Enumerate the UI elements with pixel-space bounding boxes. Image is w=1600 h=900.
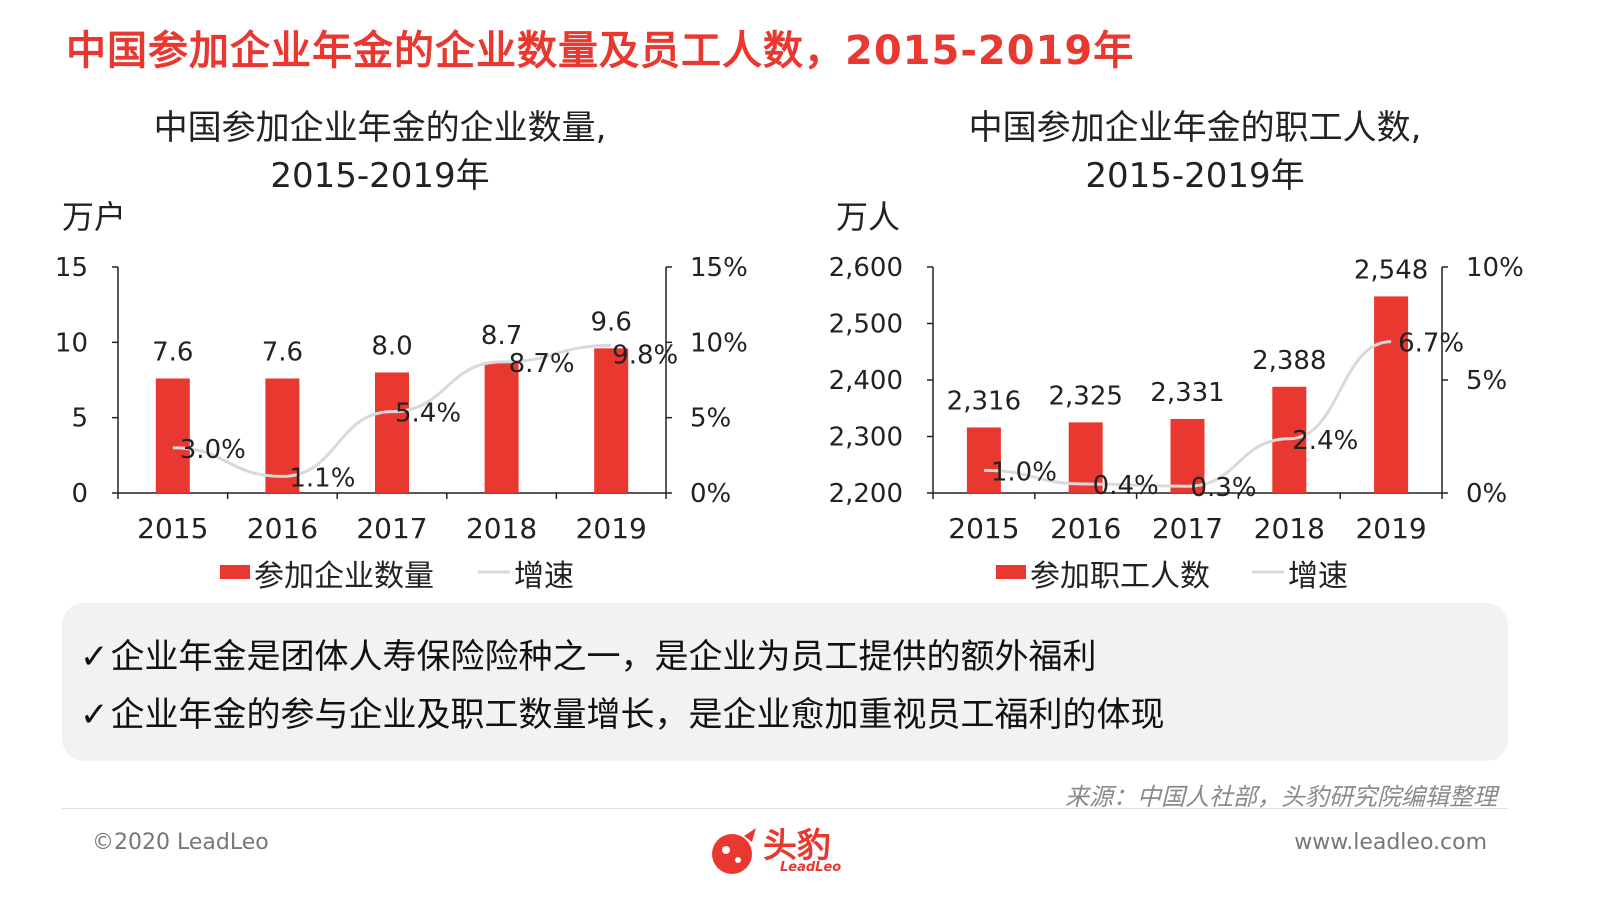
chart-employees: 2,200 2,300 2,400 2,500 2,600 0% 5% 10% 2015 2016… [829,253,1524,594]
x-category-label: 2017 [356,512,427,545]
x-category-label: 2015 [137,512,208,545]
y2-tick-label: 5% [690,404,731,434]
chart-title-line: 2015-2019年 [1085,156,1305,196]
x-category-label: 2019 [1355,512,1426,545]
y2-tick-label: 10% [1466,253,1524,283]
bar-value-label: 7.6 [152,337,193,367]
bullet-item: ✓企业年金的参与企业及职工数量增长，是企业愈加重视员工福利的体现 [80,687,1165,736]
source-note: 来源：中国人社部，头豹研究院编辑整理 [1065,783,1497,811]
website-url: www.leadleo.com [1294,830,1487,855]
logo-wordmark: 头豹 [763,826,831,866]
footer-divider [62,808,1508,809]
bar [155,378,190,493]
leopard-icon [712,828,756,874]
growth-value-label: 9.8% [612,340,678,370]
y-axis-unit-employees: 万人 [836,198,901,236]
y-tick-label: 15 [55,253,88,283]
chart-title-line: 中国参加企业年金的职工人数, [968,108,1422,148]
bullet-text: 企业年金的参与企业及职工数量增长，是企业愈加重视员工福利的体现 [110,695,1165,735]
y-axis-unit-enterprises: 万户 [62,198,127,236]
x-category-label: 2018 [1254,512,1325,545]
bar [1170,418,1205,493]
x-category-label: 2016 [247,512,318,545]
bar-value-label: 2,316 [947,386,1021,416]
chart-title-employees: 中国参加企业年金的职工人数, 2015-2019年 [910,104,1480,200]
y-tick-label: 2,500 [829,310,903,340]
y2-tick-label: 5% [1466,366,1507,396]
growth-value-label: 6.7% [1398,329,1464,359]
y-tick-label: 2,600 [829,253,903,283]
y-tick-label: 2,300 [829,423,903,453]
x-category-label: 2016 [1050,512,1121,545]
x-category-label: 2015 [948,512,1019,545]
copyright: ©2020 LeadLeo [92,830,269,855]
x-category-label: 2017 [1152,512,1223,545]
bar [484,361,519,493]
y2-tick-label: 0% [1466,479,1507,509]
y-tick-label: 5 [71,404,88,434]
chart-enterprises: 0 5 10 15 0% 5% 10% 15% 2015 2016 2017 2018 2019 7.6 7… [55,253,748,594]
growth-value-label: 8.7% [509,349,575,379]
growth-value-label: 0.3% [1190,473,1256,503]
bar-value-label: 2,325 [1048,381,1122,411]
growth-value-label: 0.4% [1093,471,1159,501]
bullet-text: 企业年金是团体人寿保险险种之一，是企业为员工提供的额外福利 [110,637,1097,677]
bar-value-label: 9.6 [591,307,632,337]
x-category-label: 2018 [466,512,537,545]
bar-value-label: 8.0 [371,331,412,361]
growth-value-label: 2.4% [1292,426,1358,456]
check-icon: ✓ [80,637,109,677]
logo-subtext: LeadLeo [780,860,842,875]
y-tick-label: 10 [55,328,88,358]
growth-line [172,343,612,478]
bar [1374,296,1409,493]
bar-value-label: 2,331 [1150,378,1224,408]
growth-value-label: 3.0% [180,435,246,465]
growth-value-label: 1.1% [289,463,355,493]
growth-value-label: 1.0% [991,457,1057,487]
bar [966,427,1001,493]
y2-tick-label: 0% [690,479,731,509]
growth-line [983,340,1392,488]
legend-line-label: 增速 [1288,559,1348,594]
x-category-label: 2019 [576,512,647,545]
chart-title-enterprises: 中国参加企业年金的企业数量, 2015-2019年 [90,104,670,200]
legend-bar-swatch [220,565,250,579]
bar-value-label: 8.7 [481,321,522,351]
bar [1068,422,1103,493]
chart-title-line: 中国参加企业年金的企业数量, [153,108,607,148]
chart-title-line: 2015-2019年 [270,156,490,196]
bullet-item: ✓企业年金是团体人寿保险险种之一，是企业为员工提供的额外福利 [80,629,1097,678]
key-takeaways-panel: ✓企业年金是团体人寿保险险种之一，是企业为员工提供的额外福利 ✓企业年金的参与企… [62,603,1508,761]
y2-tick-label: 10% [690,328,748,358]
bar-value-label: 2,388 [1252,346,1326,376]
growth-value-label: 5.4% [395,399,461,429]
page-title: 中国参加企业年金的企业数量及员工人数，2015-2019年 [66,28,1135,74]
y2-tick-label: 15% [690,253,748,283]
legend-line-label: 增速 [514,559,574,594]
bar-value-label: 7.6 [262,337,303,367]
legend-bar-swatch [996,565,1026,579]
check-icon: ✓ [80,695,109,735]
y-tick-label: 2,200 [829,479,903,509]
bar-value-label: 2,548 [1354,255,1428,285]
y-tick-label: 2,400 [829,366,903,396]
legend-bar-label: 参加企业数量 [254,559,434,594]
leadleo-logo: 头豹 LeadLeo [708,818,868,884]
y-tick-label: 0 [71,479,88,509]
bar [594,348,629,493]
legend-bar-label: 参加职工人数 [1030,559,1210,594]
bar [375,372,409,493]
